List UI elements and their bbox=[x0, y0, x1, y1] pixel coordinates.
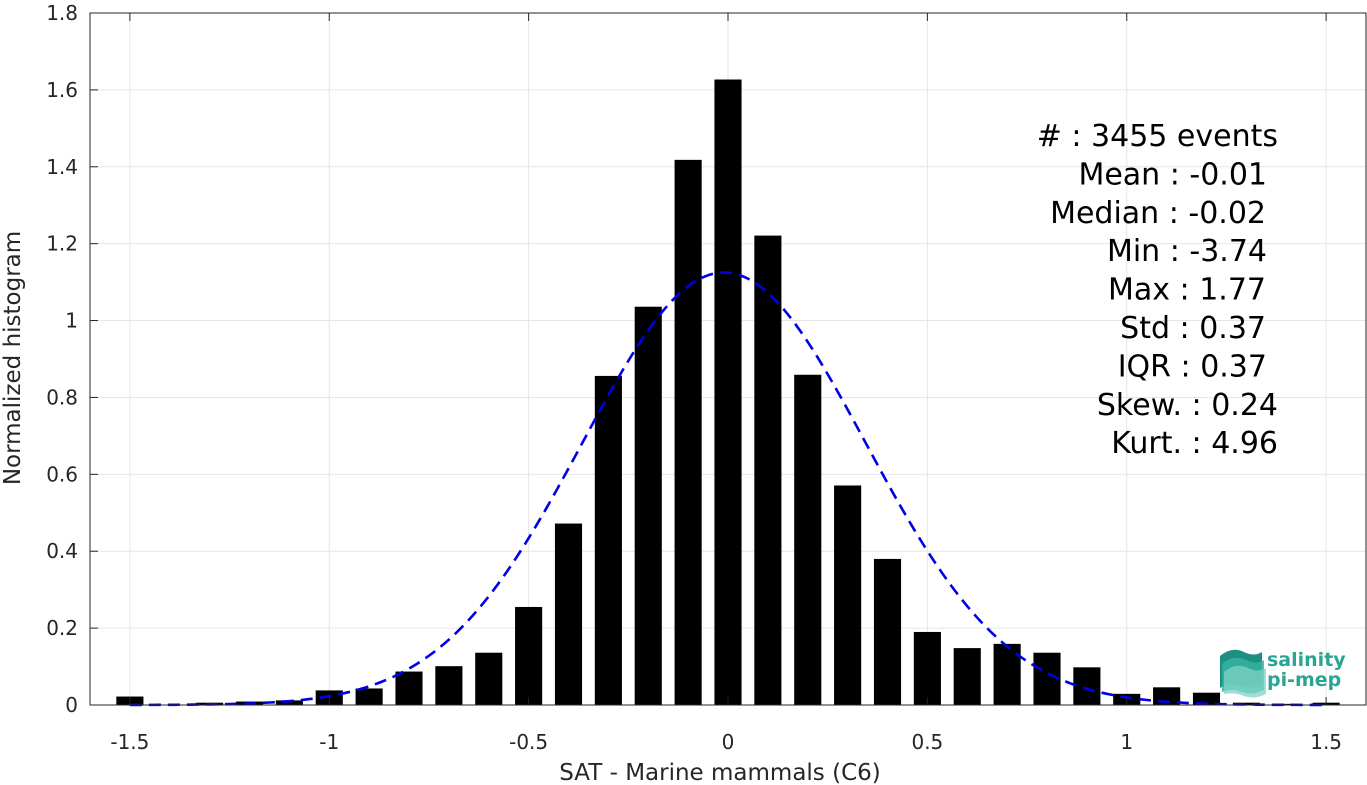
stat-line: Std : 0.37 bbox=[1120, 311, 1266, 346]
histogram-bar bbox=[1232, 702, 1260, 705]
x-tick-label: 0 bbox=[722, 730, 735, 754]
y-tick-label: 0 bbox=[65, 693, 78, 717]
histogram-bar bbox=[674, 159, 702, 705]
stat-line: # : 3455 events bbox=[1037, 119, 1278, 154]
histogram-bar bbox=[1033, 652, 1061, 705]
y-tick-label: 1.8 bbox=[46, 1, 78, 25]
stat-line: IQR : 0.37 bbox=[1118, 349, 1267, 384]
x-tick-labels: -1.5 -1 -0.5 0 0.5 1 1.5 bbox=[110, 730, 1342, 754]
histogram-bar bbox=[475, 652, 503, 705]
histogram-bar bbox=[953, 648, 981, 705]
y-tick-label: 1.2 bbox=[46, 232, 78, 256]
x-tick-label: -1.5 bbox=[110, 730, 149, 754]
y-tick-label: 0.6 bbox=[46, 462, 78, 486]
histogram-bar bbox=[794, 374, 822, 705]
stat-line: Min : -3.74 bbox=[1107, 234, 1267, 269]
y-tick-label: 0.4 bbox=[46, 539, 78, 563]
x-tick-label: 1 bbox=[1120, 730, 1133, 754]
stat-line: Mean : -0.01 bbox=[1078, 157, 1267, 192]
stat-line: Max : 1.77 bbox=[1108, 273, 1266, 308]
histogram-bar bbox=[554, 523, 583, 705]
histogram-bar bbox=[515, 606, 543, 705]
y-tick-label: 1 bbox=[65, 309, 78, 333]
histogram-bar bbox=[754, 235, 782, 706]
logo-text-line2: pi-mep bbox=[1267, 669, 1341, 691]
histogram-bar bbox=[873, 558, 902, 705]
salinity-pi-mep-logo: salinity pi-mep bbox=[1220, 649, 1346, 698]
x-tick-label: 1.5 bbox=[1310, 730, 1342, 754]
logo-text-line1: salinity bbox=[1267, 649, 1346, 671]
stat-line: Kurt. : 4.96 bbox=[1111, 426, 1278, 461]
histogram-bar bbox=[594, 375, 622, 705]
histogram-bar bbox=[435, 666, 463, 705]
stat-line: Skew. : 0.24 bbox=[1097, 388, 1278, 423]
y-tick-label: 0.8 bbox=[46, 385, 78, 409]
histogram-bar bbox=[355, 688, 383, 705]
y-tick-label: 1.6 bbox=[46, 78, 78, 102]
histogram-bar bbox=[1272, 703, 1300, 705]
x-tick-label: -0.5 bbox=[509, 730, 548, 754]
histogram-bars bbox=[116, 79, 1340, 706]
histogram-bar bbox=[1073, 667, 1101, 705]
histogram-bar bbox=[275, 700, 303, 705]
stat-line: Median : -0.02 bbox=[1050, 196, 1266, 231]
histogram-bar bbox=[714, 79, 742, 705]
y-axis-label: Normalized histogram bbox=[0, 231, 26, 485]
histogram-bar bbox=[1192, 692, 1221, 705]
x-tick-label: -1 bbox=[319, 730, 339, 754]
histogram-bar bbox=[913, 631, 941, 705]
wave-logo-icon bbox=[1220, 649, 1266, 698]
y-tick-labels: 0 0.2 0.4 0.6 0.8 1 1.2 1.4 1.6 1.8 bbox=[46, 1, 78, 717]
y-tick-label: 0.2 bbox=[46, 616, 78, 640]
axis-ticks bbox=[90, 12, 1327, 706]
histogram-bar bbox=[634, 306, 662, 705]
x-tick-label: 0.5 bbox=[911, 730, 943, 754]
histogram-bar bbox=[834, 485, 862, 705]
x-axis-label: SAT - Marine mammals (C6) bbox=[559, 760, 881, 785]
histogram-bar bbox=[395, 671, 423, 705]
y-tick-label: 1.4 bbox=[46, 155, 78, 179]
